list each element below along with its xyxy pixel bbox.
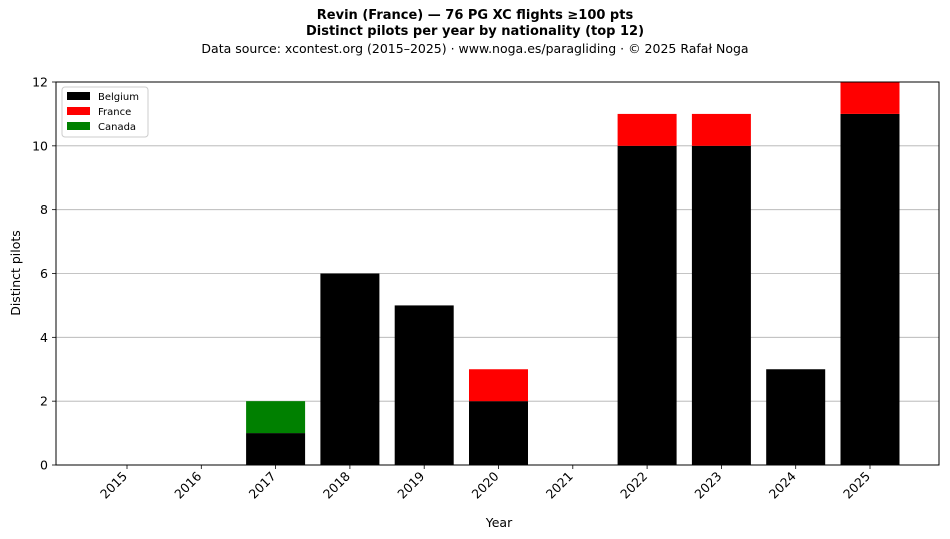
x-tick-label: 2025 xyxy=(840,469,873,502)
legend-label-canada: Canada xyxy=(98,122,136,133)
legend-swatch-canada xyxy=(67,122,90,130)
bar-france-2022 xyxy=(617,113,677,146)
y-axis: 0 2 4 6 8 10 12 xyxy=(32,75,56,473)
bar-belgium-2020 xyxy=(469,401,528,465)
x-axis-label: Year xyxy=(485,515,513,530)
legend-label-france: France xyxy=(98,107,131,118)
x-tick-label: 2015 xyxy=(97,469,130,502)
x-tick-label: 2021 xyxy=(543,469,576,502)
chart-subtitle: Distinct pilots per year by nationality … xyxy=(305,24,645,39)
bar-belgium-2019 xyxy=(394,305,454,465)
gridlines xyxy=(56,145,939,402)
bar-belgium-2022 xyxy=(617,145,677,466)
bar-belgium-2024 xyxy=(766,369,826,465)
x-tick-label: 2016 xyxy=(171,468,204,501)
x-axis: 2015 2016 2017 2018 2019 2020 2021 2022 2023 2024… xyxy=(97,465,873,502)
x-tick-label: 2018 xyxy=(320,468,353,501)
y-tick-label: 8 xyxy=(40,202,48,217)
y-tick-label: 4 xyxy=(40,330,48,345)
legend-label-belgium: Belgium xyxy=(98,92,139,103)
x-tick-label: 2020 xyxy=(469,468,502,501)
y-tick-label: 12 xyxy=(32,75,48,90)
bars xyxy=(246,82,900,466)
bar-france-2025 xyxy=(840,82,900,114)
bar-france-2023 xyxy=(691,113,751,146)
x-tick-label: 2024 xyxy=(766,468,799,501)
bar-belgium-2018 xyxy=(320,273,380,465)
y-tick-label: 2 xyxy=(40,394,48,409)
bar-france-2020 xyxy=(469,369,528,402)
chart-source-note: Data source: xcontest.org (2015–2025) · … xyxy=(201,41,749,56)
bar-canada-2017 xyxy=(246,401,306,434)
legend-swatch-france xyxy=(67,107,90,115)
x-tick-label: 2022 xyxy=(617,469,650,502)
y-tick-label: 6 xyxy=(40,266,48,281)
chart-titles: Revin (France) — 76 PG XC flights ≥100 p… xyxy=(0,8,950,57)
x-tick-label: 2023 xyxy=(691,469,724,502)
y-tick-label: 0 xyxy=(40,458,48,473)
y-tick-label: 10 xyxy=(32,138,48,153)
x-tick-label: 2019 xyxy=(394,468,427,501)
x-tick-label: 2017 xyxy=(246,469,279,502)
y-axis-label: Distinct pilots xyxy=(8,230,23,316)
legend-swatch-belgium xyxy=(67,92,90,100)
legend: Belgium France Canada xyxy=(61,86,149,138)
chart-title: Revin (France) — 76 PG XC flights ≥100 p… xyxy=(316,8,634,23)
bar-belgium-2023 xyxy=(691,145,751,466)
bar-belgium-2025 xyxy=(840,113,900,466)
bar-belgium-2017 xyxy=(246,433,306,465)
